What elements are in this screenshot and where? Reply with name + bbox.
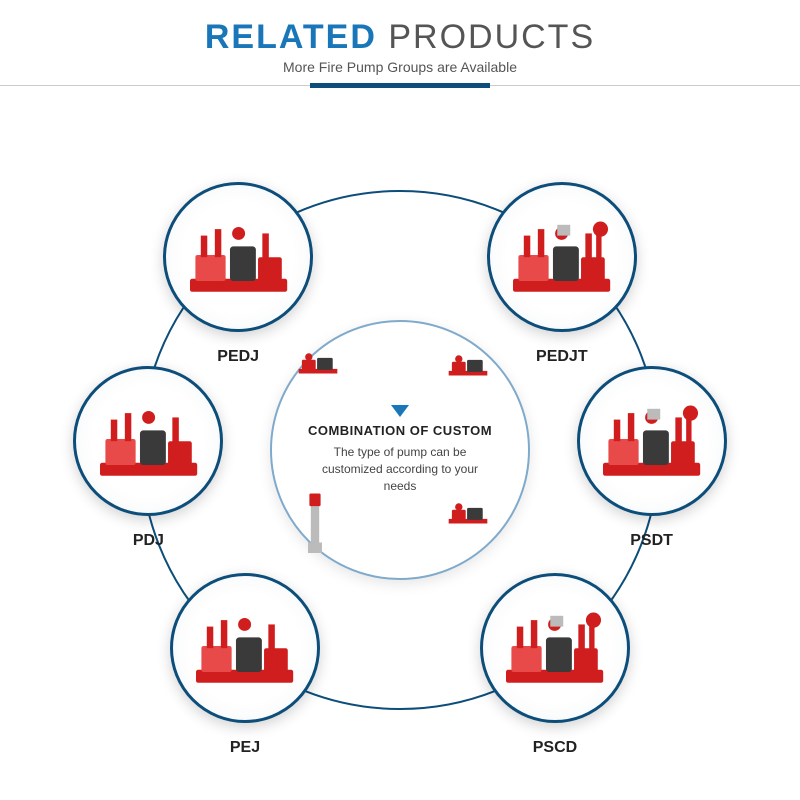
center-product-0 xyxy=(295,345,341,384)
product-label-psdt: PSDT xyxy=(630,532,673,550)
product-node-pscd[interactable] xyxy=(480,573,630,723)
product-label-pedjt: PEDJT xyxy=(536,348,588,366)
product-node-psdt[interactable] xyxy=(577,366,727,516)
chevron-down-icon xyxy=(391,405,409,417)
product-label-pscd: PSCD xyxy=(533,739,577,757)
center-product-2 xyxy=(300,490,330,565)
center-product-3 xyxy=(445,495,491,534)
title-gray: PRODUCTS xyxy=(388,18,595,56)
center-desc: The type of pump can be customized accor… xyxy=(310,444,490,494)
page-title: RELATED PRODUCTS xyxy=(0,18,800,57)
section-divider xyxy=(0,85,800,86)
subtitle: More Fire Pump Groups are Available xyxy=(0,59,800,75)
product-node-pedj[interactable] xyxy=(163,182,313,332)
product-label-pedj: PEDJ xyxy=(217,348,259,366)
product-label-pdj: PDJ xyxy=(133,532,164,550)
title-blue: RELATED xyxy=(205,18,377,56)
center-title: COMBINATION OF CUSTOM xyxy=(308,423,492,438)
product-node-pdj[interactable] xyxy=(73,366,223,516)
product-node-pej[interactable] xyxy=(170,573,320,723)
products-diagram: COMBINATION OF CUSTOM The type of pump c… xyxy=(0,95,800,800)
product-label-pej: PEJ xyxy=(230,739,260,757)
center-product-1 xyxy=(445,347,491,386)
product-node-pedjt[interactable] xyxy=(487,182,637,332)
header: RELATED PRODUCTS More Fire Pump Groups a… xyxy=(0,0,800,86)
